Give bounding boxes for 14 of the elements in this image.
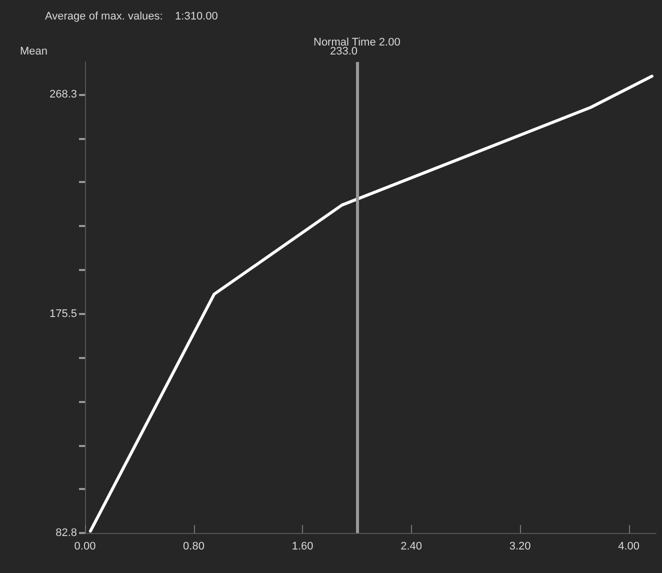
chart-title: Average of max. values: 1:310.00	[45, 10, 218, 22]
y-tick-label: 268.3	[49, 88, 77, 100]
x-tick-label: 1.60	[292, 540, 314, 552]
y-tick-label: 82.8	[56, 527, 77, 539]
x-tick-label: 0.00	[74, 540, 96, 552]
y-tick-label: 175.5	[49, 308, 77, 320]
text: 233.0	[330, 46, 358, 58]
x-tick-label: 4.00	[618, 540, 640, 552]
x-tick-label: 3.20	[509, 540, 531, 552]
x-tick-label: 2.40	[400, 540, 422, 552]
x-tick-label: 0.80	[183, 540, 204, 552]
ref-line-label: Normal Time 2.00	[314, 36, 400, 48]
text: Mean	[20, 46, 48, 58]
line-series	[88, 74, 654, 533]
